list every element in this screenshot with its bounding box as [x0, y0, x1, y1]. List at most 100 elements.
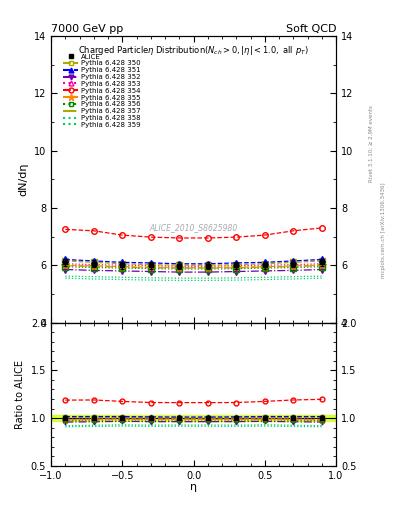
Line: Pythia 6.428 352: Pythia 6.428 352 [62, 267, 325, 275]
Pythia 6.428 353 [320, 261, 324, 267]
Pythia 6.428 353 [234, 263, 239, 269]
Pythia 6.428 353 [206, 263, 210, 269]
Pythia 6.428 356 [177, 266, 182, 272]
Pythia 6.428 350 [92, 259, 96, 265]
Pythia 6.428 358 [206, 278, 210, 284]
Pythia 6.428 357 [206, 265, 210, 271]
Pythia 6.428 359 [234, 275, 239, 281]
Pythia 6.428 355 [92, 263, 96, 269]
Pythia 6.428 350 [206, 262, 210, 268]
Pythia 6.428 354 [263, 232, 267, 238]
Line: Pythia 6.428 351: Pythia 6.428 351 [62, 257, 325, 267]
Pythia 6.428 353 [149, 263, 153, 269]
Pythia 6.428 356 [206, 266, 210, 272]
Pythia 6.428 358 [63, 275, 68, 281]
Pythia 6.428 353 [177, 263, 182, 269]
Pythia 6.428 356 [320, 264, 324, 270]
Pythia 6.428 358 [120, 276, 125, 283]
Pythia 6.428 357 [177, 265, 182, 271]
Pythia 6.428 356 [92, 264, 96, 270]
Pythia 6.428 357 [234, 265, 239, 271]
Pythia 6.428 357 [120, 264, 125, 270]
Pythia 6.428 351 [149, 260, 153, 266]
Pythia 6.428 359 [263, 274, 267, 281]
Pythia 6.428 355 [149, 264, 153, 270]
Pythia 6.428 351 [177, 261, 182, 267]
Pythia 6.428 354 [149, 234, 153, 240]
Pythia 6.428 359 [291, 273, 296, 280]
Pythia 6.428 351 [320, 257, 324, 263]
Pythia 6.428 358 [177, 278, 182, 284]
Pythia 6.428 352 [291, 267, 296, 273]
Pythia 6.428 355 [234, 264, 239, 270]
Line: Pythia 6.428 358: Pythia 6.428 358 [65, 278, 322, 281]
Y-axis label: dN/dη: dN/dη [18, 162, 28, 196]
Pythia 6.428 359 [320, 273, 324, 279]
Pythia 6.428 357 [63, 263, 68, 269]
Pythia 6.428 357 [263, 264, 267, 270]
Pythia 6.428 351 [291, 258, 296, 264]
Pythia 6.428 354 [320, 225, 324, 231]
Legend: ALICE, Pythia 6.428 350, Pythia 6.428 351, Pythia 6.428 352, Pythia 6.428 353, P: ALICE, Pythia 6.428 350, Pythia 6.428 35… [60, 51, 143, 131]
Pythia 6.428 350 [177, 262, 182, 268]
Pythia 6.428 358 [320, 275, 324, 281]
Pythia 6.428 350 [320, 258, 324, 264]
Pythia 6.428 355 [177, 264, 182, 270]
Pythia 6.428 350 [291, 259, 296, 265]
X-axis label: η: η [190, 482, 197, 492]
Pythia 6.428 350 [149, 262, 153, 268]
Pythia 6.428 354 [234, 234, 239, 240]
Pythia 6.428 354 [120, 232, 125, 238]
Line: Pythia 6.428 354: Pythia 6.428 354 [62, 225, 325, 241]
Pythia 6.428 355 [320, 262, 324, 268]
Pythia 6.428 358 [149, 277, 153, 283]
Pythia 6.428 354 [63, 226, 68, 232]
Pythia 6.428 352 [234, 268, 239, 274]
Pythia 6.428 358 [263, 276, 267, 283]
Pythia 6.428 354 [177, 235, 182, 241]
Pythia 6.428 359 [149, 275, 153, 281]
Pythia 6.428 358 [92, 276, 96, 282]
Text: ALICE_2010_S8625980: ALICE_2010_S8625980 [149, 223, 238, 232]
Pythia 6.428 352 [120, 268, 125, 274]
Pythia 6.428 353 [263, 262, 267, 268]
Pythia 6.428 357 [149, 265, 153, 271]
Pythia 6.428 359 [177, 275, 182, 281]
Pythia 6.428 355 [291, 263, 296, 269]
Line: Pythia 6.428 357: Pythia 6.428 357 [65, 266, 322, 268]
Pythia 6.428 353 [92, 262, 96, 268]
Pythia 6.428 352 [63, 266, 68, 272]
Text: mcplots.cern.ch [arXiv:1306.3436]: mcplots.cern.ch [arXiv:1306.3436] [381, 183, 386, 278]
Pythia 6.428 355 [263, 264, 267, 270]
Pythia 6.428 357 [291, 263, 296, 269]
Y-axis label: Ratio to ALICE: Ratio to ALICE [15, 360, 25, 429]
Line: Pythia 6.428 359: Pythia 6.428 359 [65, 276, 322, 278]
Pythia 6.428 352 [206, 269, 210, 275]
Text: Charged Particle$\eta$ Distribution$(N_{ch} > 0, |\eta| < 1.0,\ \mathrm{all}\ p_: Charged Particle$\eta$ Distribution$(N_{… [78, 45, 309, 57]
Pythia 6.428 351 [263, 259, 267, 265]
Pythia 6.428 356 [149, 266, 153, 272]
Pythia 6.428 356 [234, 266, 239, 272]
Text: Rivet 3.1.10; ≥ 2.9M events: Rivet 3.1.10; ≥ 2.9M events [369, 105, 374, 182]
Line: Pythia 6.428 356: Pythia 6.428 356 [62, 264, 325, 272]
Pythia 6.428 356 [263, 265, 267, 271]
Pythia 6.428 352 [92, 267, 96, 273]
Pythia 6.428 351 [206, 261, 210, 267]
Pythia 6.428 357 [92, 263, 96, 269]
Pythia 6.428 355 [206, 264, 210, 270]
Line: Pythia 6.428 355: Pythia 6.428 355 [61, 261, 326, 272]
Pythia 6.428 351 [63, 257, 68, 263]
Pythia 6.428 354 [206, 235, 210, 241]
Pythia 6.428 359 [206, 275, 210, 281]
Pythia 6.428 350 [263, 261, 267, 267]
Pythia 6.428 355 [120, 264, 125, 270]
Pythia 6.428 356 [291, 264, 296, 270]
Text: Soft QCD: Soft QCD [286, 24, 336, 34]
Pythia 6.428 358 [291, 276, 296, 282]
Pythia 6.428 352 [149, 268, 153, 274]
Pythia 6.428 356 [120, 265, 125, 271]
Pythia 6.428 359 [120, 274, 125, 281]
Text: 7000 GeV pp: 7000 GeV pp [51, 24, 123, 34]
Pythia 6.428 355 [63, 262, 68, 268]
Line: Pythia 6.428 350: Pythia 6.428 350 [62, 258, 325, 268]
